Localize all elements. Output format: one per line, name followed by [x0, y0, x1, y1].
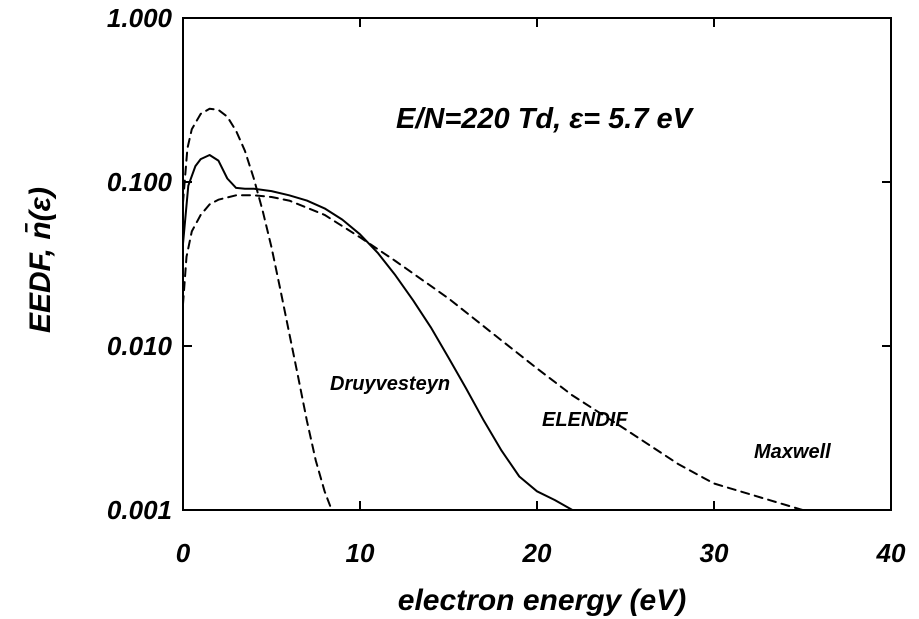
y-tick-labels: 0.001 0.010 0.100 1.000	[107, 3, 173, 525]
series-line-druyvesteyn	[182, 107, 333, 511]
y-tick-label: 1.000	[107, 3, 173, 33]
x-tick-labels: 0 10 20 30 40	[176, 538, 906, 568]
series-lines	[182, 107, 804, 511]
y-tick-label: 0.010	[107, 331, 173, 361]
condition-annotation: E/N=220 Td, ε= 5.7 eV	[396, 103, 695, 135]
y-axis-label: EEDF, n̄(ε)	[24, 187, 57, 333]
x-tick-label: 30	[700, 538, 729, 568]
x-tick-label: 10	[346, 538, 375, 568]
druyvesteyn-label: Druyvesteyn	[330, 373, 450, 395]
plot-frame	[182, 17, 892, 511]
x-tick-label: 0	[176, 538, 191, 568]
series-line-elendif	[182, 154, 574, 511]
x-tick-label: 40	[876, 538, 906, 568]
series-line-maxwell	[182, 194, 804, 511]
y-tick-label: 0.100	[107, 167, 173, 197]
x-tick-label: 20	[522, 538, 552, 568]
y-tick-label: 0.001	[107, 495, 172, 525]
plot-border	[182, 17, 892, 511]
axis-ticks	[182, 17, 892, 511]
elendif-label: ELENDIF	[542, 409, 628, 431]
maxwell-label: Maxwell	[754, 441, 831, 463]
x-axis-label: electron energy (eV)	[398, 584, 686, 617]
